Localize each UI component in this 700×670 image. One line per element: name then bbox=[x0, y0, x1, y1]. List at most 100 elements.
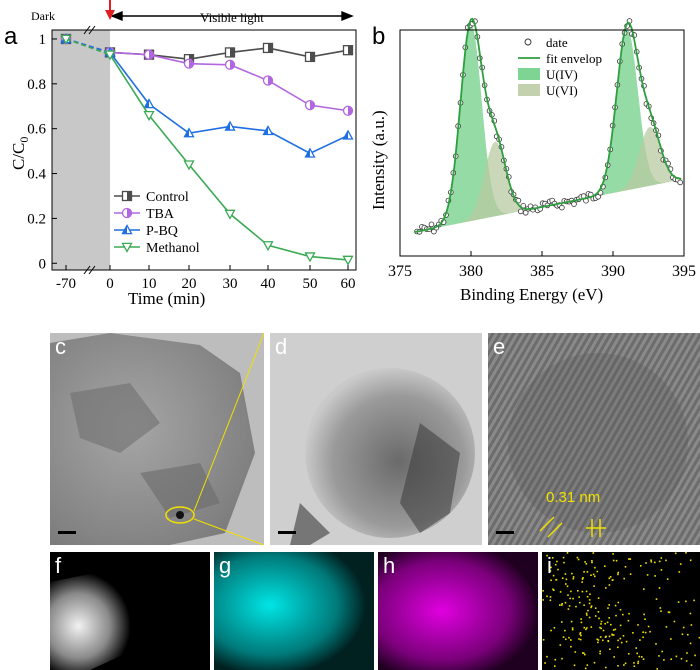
visible-light-label: Visible light bbox=[200, 10, 264, 25]
light-on-arrow bbox=[105, 0, 115, 20]
panel-b-label: b bbox=[372, 23, 385, 50]
eds-panel-i: i bbox=[542, 552, 700, 670]
y-tick-label: 0.8 bbox=[27, 77, 46, 93]
data-point bbox=[571, 201, 577, 207]
data-point bbox=[224, 47, 236, 58]
panel-e-label: e bbox=[493, 334, 506, 359]
panel-a-chart: a -70 0 10 20 30 40 50 60 0 0.2 0.4 0.6 0.8 1 Dark Vi… bbox=[4, 0, 357, 308]
data-point bbox=[304, 51, 316, 63]
y-axis-label: C/C0 bbox=[9, 137, 31, 170]
svg-text:Intensity (a.u.): Intensity (a.u.) bbox=[369, 110, 388, 210]
x-tick-label: 40 bbox=[261, 276, 276, 292]
x-tick-label-b: 380 bbox=[459, 263, 483, 280]
panel-a-label: a bbox=[4, 23, 18, 50]
legend: Control TBA P-BQ Methanol bbox=[114, 190, 200, 256]
data-point bbox=[559, 204, 565, 211]
x-tick-label: 60 bbox=[341, 276, 356, 292]
axis-break bbox=[83, 25, 96, 275]
data-point bbox=[428, 221, 435, 228]
x-tick-label: 0 bbox=[106, 276, 114, 292]
x-tick-label: 10 bbox=[142, 276, 157, 292]
data-point bbox=[304, 252, 316, 263]
data-point bbox=[342, 105, 354, 116]
series-methanol bbox=[60, 34, 354, 266]
data-point bbox=[262, 125, 274, 136]
y-tick-label: 0.6 bbox=[27, 122, 46, 138]
tem-panel-e: e 0.31 nm bbox=[488, 333, 700, 545]
fit-envelope bbox=[414, 17, 682, 234]
data-point bbox=[104, 50, 116, 61]
x-tick-label: 30 bbox=[223, 276, 238, 292]
data-point bbox=[143, 49, 155, 60]
tem-panel-c: c bbox=[50, 333, 264, 545]
data-point bbox=[224, 120, 236, 131]
data-point bbox=[342, 45, 354, 56]
x-axis-label-b: Binding Energy (eV) bbox=[460, 285, 603, 304]
peak-u-iv bbox=[577, 29, 677, 200]
panel-b-chart: b 375 380 385 390 395 Binding Energy (eV) In… bbox=[369, 17, 700, 304]
data-point bbox=[224, 209, 236, 220]
svg-text:fit envelop: fit envelop bbox=[546, 51, 602, 66]
data-point bbox=[431, 228, 437, 235]
panel-i-label: i bbox=[547, 553, 552, 578]
panel-g-label: g bbox=[219, 553, 232, 578]
data-point bbox=[183, 160, 195, 171]
data-point bbox=[143, 110, 155, 122]
x-tick-label-b: 385 bbox=[530, 263, 554, 280]
legend-item-b: fit envelop bbox=[518, 51, 602, 66]
panel-h-label: h bbox=[383, 553, 396, 578]
svg-text:Methanol: Methanol bbox=[146, 241, 200, 256]
x-tick-label: 50 bbox=[303, 276, 318, 292]
y-tick-label: 0.4 bbox=[27, 167, 46, 183]
legend-item: TBA bbox=[114, 207, 175, 222]
legend-item: Methanol bbox=[114, 241, 200, 256]
svg-text:C/C0: C/C0 bbox=[9, 137, 31, 170]
dark-region bbox=[52, 30, 110, 270]
x-tick-label-b: 390 bbox=[601, 263, 625, 280]
x-tick-label-b: 375 bbox=[388, 263, 412, 280]
tem-panel-d: d bbox=[270, 333, 482, 545]
y-tick-label: 0.2 bbox=[27, 211, 46, 227]
y-tick-label: 0 bbox=[39, 256, 47, 272]
legend-item-b: U(IV) bbox=[518, 67, 578, 82]
eds-panel-h: h bbox=[378, 552, 538, 670]
x-tick-label: -70 bbox=[56, 276, 76, 292]
panel-c-label: c bbox=[55, 334, 66, 359]
panel-f-label: f bbox=[55, 553, 62, 578]
lattice-spacing-label: 0.31 nm bbox=[546, 489, 601, 506]
data-point bbox=[304, 147, 316, 158]
svg-text:TBA: TBA bbox=[146, 207, 175, 222]
data-point bbox=[342, 255, 354, 266]
data-point bbox=[518, 208, 524, 215]
legend-item-b: date bbox=[524, 35, 568, 50]
data-point bbox=[183, 127, 195, 138]
data-point bbox=[304, 99, 316, 111]
x-tick-label: 20 bbox=[182, 276, 197, 292]
data-point bbox=[60, 34, 72, 45]
svg-text:date: date bbox=[546, 35, 568, 50]
data-point bbox=[262, 75, 274, 86]
y-axis-label-b: Intensity (a.u.) bbox=[369, 110, 388, 210]
peak-u-iv bbox=[421, 25, 521, 231]
data-point bbox=[143, 98, 155, 109]
svg-text:P-BQ: P-BQ bbox=[146, 224, 178, 239]
x-axis-label: Time (min) bbox=[128, 289, 205, 308]
eds-panel-g: g bbox=[214, 552, 374, 670]
svg-text:U(IV): U(IV) bbox=[546, 67, 578, 82]
legend-item: P-BQ bbox=[114, 224, 178, 239]
data-point bbox=[224, 59, 236, 70]
legend-item: Control bbox=[114, 190, 189, 205]
data-point bbox=[595, 194, 601, 200]
peak-u-vi bbox=[445, 141, 545, 226]
data-point bbox=[522, 210, 529, 216]
data-point bbox=[262, 42, 274, 54]
haadf-panel-f: f bbox=[50, 552, 210, 670]
visible-light-arrow bbox=[110, 10, 354, 22]
svg-text:Control: Control bbox=[146, 190, 189, 205]
data-point bbox=[677, 179, 684, 186]
y-tick-label: 1 bbox=[39, 32, 47, 48]
data-point bbox=[342, 129, 354, 140]
panel-d-label: d bbox=[275, 334, 288, 359]
x-tick-label-b: 395 bbox=[672, 263, 696, 280]
data-point bbox=[183, 58, 195, 69]
